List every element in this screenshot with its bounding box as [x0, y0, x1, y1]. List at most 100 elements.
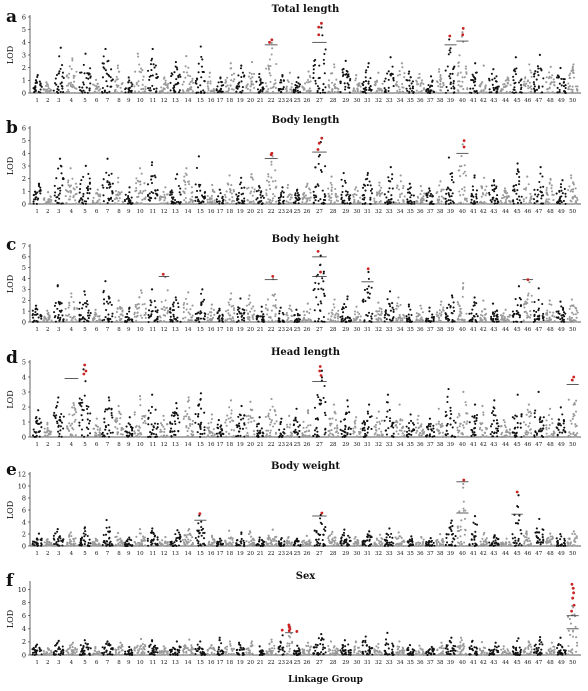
lod-point: [229, 191, 231, 193]
lod-point: [427, 90, 429, 92]
lod-point: [472, 185, 474, 187]
lod-point: [516, 312, 518, 314]
lod-point: [272, 305, 274, 307]
lod-point: [378, 428, 380, 430]
lod-point: [321, 34, 323, 36]
lod-point: [148, 79, 150, 81]
lod-point: [273, 83, 275, 85]
lod-point: [291, 83, 293, 85]
lod-point: [577, 312, 579, 314]
lod-point: [58, 55, 60, 57]
lod-point: [210, 307, 212, 309]
lod-point: [163, 428, 165, 430]
lod-point: [360, 315, 362, 317]
lod-point: [250, 421, 252, 423]
lod-point: [164, 309, 166, 311]
lod-point: [256, 190, 258, 192]
lod-point: [286, 319, 288, 321]
lod-point: [200, 422, 202, 424]
lod-point: [170, 89, 172, 91]
lod-point: [297, 426, 299, 428]
lod-point: [134, 316, 136, 318]
lod-point: [243, 319, 245, 321]
lod-point: [65, 202, 67, 204]
lod-peak-point: [108, 396, 110, 398]
lod-peak-point: [218, 419, 220, 421]
lod-point: [211, 418, 213, 420]
lod-point: [559, 83, 561, 85]
lod-point: [327, 91, 329, 93]
lod-point: [231, 74, 233, 76]
lod-point: [440, 426, 442, 428]
lod-point: [412, 428, 414, 430]
lod-point: [545, 189, 547, 191]
lod-point: [196, 190, 198, 192]
lod-point: [243, 309, 245, 311]
lod-peak-point: [230, 62, 232, 64]
lod-point: [159, 203, 161, 205]
lod-peak-point: [128, 76, 130, 78]
lod-point: [319, 92, 321, 94]
lod-point: [128, 88, 130, 90]
lod-point: [302, 194, 304, 196]
lod-point: [540, 186, 542, 188]
lod-point: [124, 91, 126, 93]
lod-point: [108, 436, 110, 438]
lod-point: [422, 432, 424, 434]
lod-point: [408, 429, 410, 431]
lod-point: [486, 192, 488, 194]
lod-point: [465, 175, 467, 177]
lod-point: [458, 169, 460, 171]
lod-point: [209, 80, 211, 82]
lod-peak-point: [409, 183, 411, 185]
lod-point: [270, 202, 272, 204]
lod-point: [550, 319, 552, 321]
lod-point: [324, 401, 326, 403]
lod-peak-point: [518, 285, 520, 287]
lod-point: [518, 196, 520, 198]
lod-point: [344, 431, 346, 433]
lod-point: [197, 86, 199, 88]
lod-point: [336, 425, 338, 427]
lod-point: [310, 80, 312, 82]
lod-point: [381, 435, 383, 437]
lod-point: [189, 75, 191, 77]
lod-point: [47, 317, 49, 319]
lod-point: [473, 76, 475, 78]
lod-point: [216, 198, 218, 200]
lod-point: [245, 87, 247, 89]
lod-point: [472, 189, 474, 191]
lod-point: [322, 280, 324, 282]
lod-point: [344, 418, 346, 420]
lod-point: [542, 85, 544, 87]
x-tick-label: 1: [35, 327, 39, 333]
lod-point: [87, 428, 89, 430]
lod-point: [549, 317, 551, 319]
lod-point: [185, 197, 187, 199]
lod-point: [117, 200, 119, 202]
lod-peak-point: [493, 179, 495, 181]
lod-point: [546, 187, 548, 189]
lod-point: [479, 321, 481, 323]
lod-point: [524, 311, 526, 313]
lod-point: [295, 192, 297, 194]
lod-point: [378, 310, 380, 312]
lod-point: [387, 298, 389, 300]
lod-point: [475, 302, 477, 304]
lod-point: [396, 187, 398, 189]
lod-point: [243, 74, 245, 76]
lod-point: [89, 432, 91, 434]
lod-point: [137, 308, 139, 310]
lod-point: [390, 194, 392, 196]
lod-point: [459, 175, 461, 177]
lod-point: [84, 72, 86, 74]
lod-point: [568, 185, 570, 187]
lod-point: [56, 88, 58, 90]
lod-point: [225, 79, 227, 81]
lod-point: [249, 91, 251, 93]
lod-point: [224, 92, 226, 94]
lod-point: [40, 426, 42, 428]
lod-point: [108, 187, 110, 189]
lod-point: [176, 407, 178, 409]
lod-point: [342, 200, 344, 202]
